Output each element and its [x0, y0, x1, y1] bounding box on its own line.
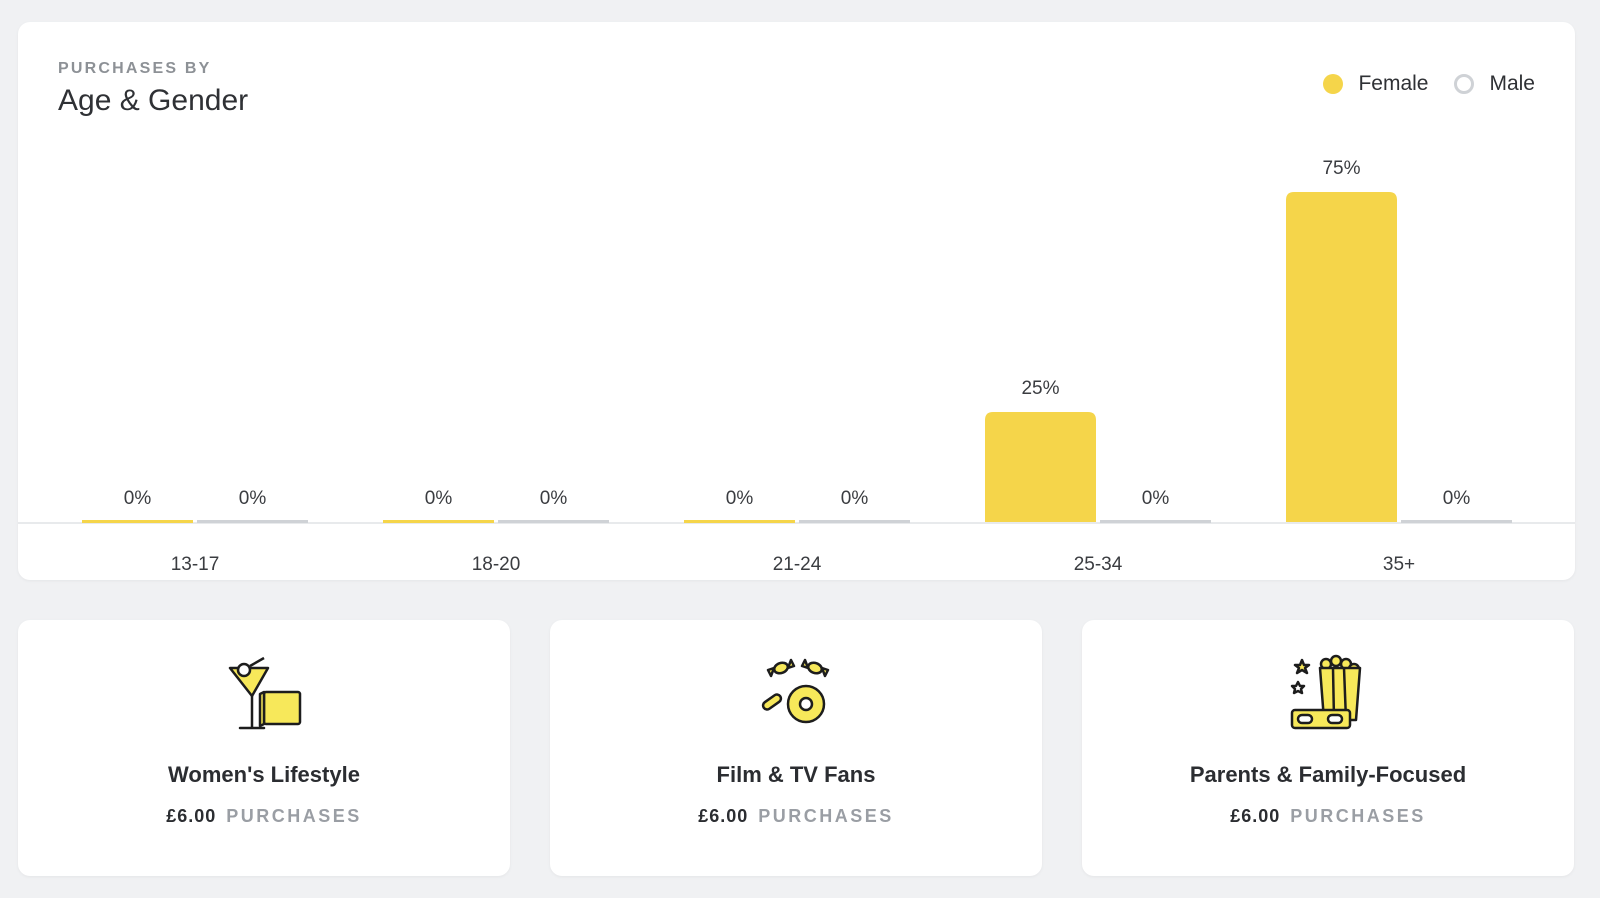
- segment-name: Women's Lifestyle: [168, 762, 360, 787]
- category-label-35: 35+: [1383, 554, 1415, 575]
- bar-male-21-24[interactable]: [799, 520, 910, 523]
- bar-female-25-34[interactable]: [985, 412, 1096, 522]
- segment-unit: PURCHASES: [758, 806, 894, 826]
- bar-female-13-17[interactable]: [82, 520, 193, 523]
- bar-female-35[interactable]: [1286, 192, 1397, 522]
- bar-female-18-20[interactable]: [383, 520, 494, 523]
- category-label-21-24: 21-24: [773, 554, 822, 575]
- segment-meta: £6.00 PURCHASES: [1082, 806, 1574, 827]
- segment-unit: PURCHASES: [226, 806, 362, 826]
- segment-card-parents-family[interactable]: Parents & Family-Focused £6.00 PURCHASES: [1082, 620, 1574, 876]
- bar-male-35[interactable]: [1401, 520, 1512, 523]
- segment-name: Parents & Family-Focused: [1189, 762, 1467, 787]
- chart-eyebrow: PURCHASES BY: [58, 60, 212, 77]
- bar-label-male-13-17: 0%: [239, 488, 267, 509]
- segment-name: Film & TV Fans: [716, 762, 876, 787]
- segment-value: £6.00: [698, 806, 749, 826]
- age-gender-chart-card: PURCHASES BY Age & Gender Female Male 0%…: [18, 22, 1575, 580]
- male-dot-icon: [1454, 74, 1475, 94]
- popcorn-3d-glasses-icon: [1290, 654, 1362, 730]
- category-label-25-34: 25-34: [1074, 554, 1123, 575]
- bar-label-female-13-17: 0%: [124, 488, 152, 509]
- segment-card-film-tv-fans[interactable]: Film & TV Fans £6.00 PURCHASES: [550, 620, 1042, 876]
- legend-label-female: Female: [1358, 72, 1429, 95]
- bar-label-female-25-34: 25%: [1021, 378, 1059, 399]
- segment-value: £6.00: [166, 806, 217, 826]
- bar-chart: 0% 0% 13-17 0% 0% 18-20 0% 0% 21-24 25% 0% 25-34 75%…: [18, 158, 1575, 575]
- bar-label-male-25-34: 0%: [1142, 488, 1170, 509]
- bar-female-21-24[interactable]: [684, 520, 795, 523]
- segment-meta: £6.00 PURCHASES: [550, 806, 1042, 827]
- bar-label-male-21-24: 0%: [841, 488, 869, 509]
- segment-unit: PURCHASES: [1290, 806, 1426, 826]
- bar-male-25-34[interactable]: [1100, 520, 1211, 523]
- category-label-13-17: 13-17: [171, 554, 220, 575]
- bar-label-male-18-20: 0%: [540, 488, 568, 509]
- bar-label-female-21-24: 0%: [726, 488, 754, 509]
- segment-card-womens-lifestyle[interactable]: Women's Lifestyle £6.00 PURCHASES: [18, 620, 510, 876]
- bar-label-male-35: 0%: [1443, 488, 1471, 509]
- bar-male-13-17[interactable]: [197, 520, 308, 523]
- segment-meta: £6.00 PURCHASES: [18, 806, 510, 827]
- chart-title: Age & Gender: [58, 84, 249, 117]
- bar-male-18-20[interactable]: [498, 520, 609, 523]
- legend-item-male[interactable]: Male: [1454, 72, 1535, 96]
- candy-donut-icon: [761, 658, 830, 724]
- bar-label-female-35: 75%: [1322, 158, 1360, 179]
- female-dot-icon: [1323, 74, 1344, 94]
- chart-legend: Female Male: [1297, 72, 1535, 96]
- legend-label-male: Male: [1489, 72, 1535, 95]
- bar-label-female-18-20: 0%: [425, 488, 453, 509]
- segment-value: £6.00: [1230, 806, 1281, 826]
- category-label-18-20: 18-20: [472, 554, 521, 575]
- cocktail-shopping-icon: [228, 656, 302, 730]
- legend-item-female[interactable]: Female: [1323, 72, 1428, 96]
